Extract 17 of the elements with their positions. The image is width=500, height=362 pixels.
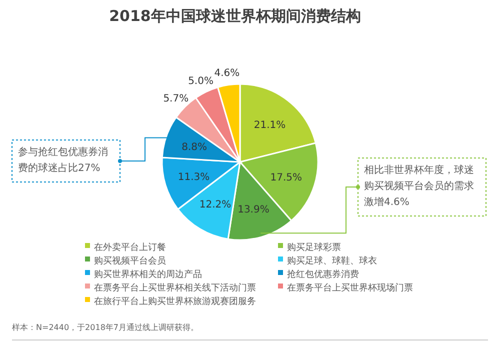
legend-label: 购买足球彩票 <box>287 242 341 253</box>
data-label: 13.9% <box>238 204 270 216</box>
text: 样本：N=2440，于2018年7月通过线上调研获得。 <box>12 323 198 332</box>
data-label: 21.1% <box>254 120 286 131</box>
data-label: 12.2% <box>199 200 232 211</box>
legend-label: 购买视频平台会员 <box>94 256 166 266</box>
data-label: 17.5% <box>270 172 302 184</box>
legend-label: 抢红包优惠券消费 <box>287 269 359 280</box>
chart-title: 2018年中国球迷世界杯期间消费结构 <box>109 7 361 25</box>
data-label: 11.3% <box>178 172 210 184</box>
data-label: 5.7% <box>163 93 189 104</box>
data-label: 5.0% <box>188 76 214 87</box>
legend-label: 购买世界杯相关的周边产品 <box>94 269 202 280</box>
legend-label: 在外卖平台上订餐 <box>94 242 166 253</box>
legend-label: 购买足球、球鞋、球衣 <box>287 256 377 266</box>
data-label: 8.8% <box>182 142 208 154</box>
data-label: 4.6% <box>214 68 240 79</box>
